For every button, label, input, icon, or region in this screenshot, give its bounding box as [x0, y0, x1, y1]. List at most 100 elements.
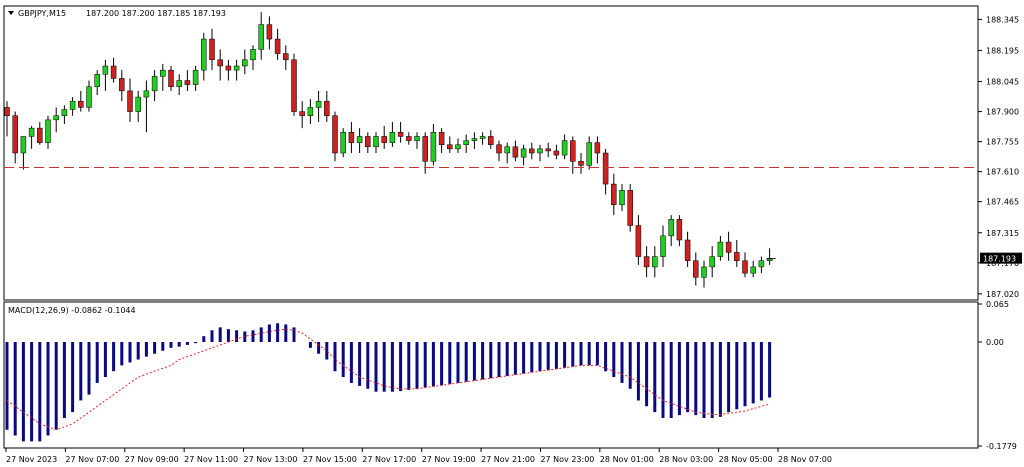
macd-panel[interactable]: MACD(12,26,9) -0.0862 -0.1044 0.065 0.00 -…: [3, 300, 1017, 451]
bear-candle: [734, 252, 740, 261]
price-panel[interactable]: GBPJPY,M15 187.200 187.200 187.185 187.1…: [3, 5, 1022, 301]
candlestick-series: [4, 12, 776, 288]
price-tick-label: 187.315: [986, 229, 1019, 238]
bear-candle: [110, 65, 117, 79]
bull-candle: [520, 148, 527, 158]
time-tick-label: 27 Nov 21:00: [481, 455, 535, 464]
bear-candle: [643, 256, 650, 268]
macd-signal-line: [6, 328, 770, 431]
bear-candle: [684, 239, 691, 261]
bear-candle: [627, 190, 633, 226]
macd-header: MACD(12,26,9) -0.0862 -0.1044: [8, 306, 136, 315]
bear-candle: [406, 136, 412, 141]
time-tick-label: 28 Nov 01:00: [600, 455, 654, 464]
macd-tick-label: -0.1779: [986, 442, 1017, 451]
current-price-label: [980, 252, 1022, 264]
bull-candle: [53, 115, 59, 121]
bull-candle: [242, 59, 248, 67]
price-tick-label: 187.900: [986, 108, 1019, 117]
bull-candle: [758, 260, 765, 268]
bear-candle: [594, 142, 601, 154]
bear-candle: [168, 69, 174, 87]
bull-candle: [668, 219, 674, 237]
bull-candle: [94, 74, 100, 87]
bull-candle: [414, 136, 420, 141]
time-tick-label: 28 Nov 03:00: [659, 455, 713, 464]
price-tick-label: 187.610: [986, 168, 1019, 177]
bull-candle: [102, 65, 109, 75]
bear-candle: [553, 150, 560, 156]
time-tick-label: 27 Nov 2023: [6, 455, 57, 464]
bull-candle: [652, 256, 658, 268]
bull-candle: [389, 132, 396, 143]
macd-tick-label: 0.00: [986, 338, 1004, 347]
bull-candle: [619, 190, 625, 206]
bull-candle: [45, 119, 51, 143]
bull-candle: [463, 140, 469, 145]
macd-axis: 0.065 0.00 -0.1779: [978, 300, 1017, 451]
bull-candle: [61, 109, 68, 116]
bear-candle: [299, 111, 305, 116]
bull-candle: [504, 146, 510, 154]
bear-candle: [438, 132, 445, 145]
bear-candle: [611, 183, 617, 206]
bear-candle: [348, 132, 355, 143]
bear-candle: [324, 100, 330, 116]
bull-candle: [479, 136, 486, 139]
ohlc-header: 187.200 187.200 187.185 187.193: [86, 9, 226, 18]
bull-candle: [250, 49, 256, 61]
bear-candle: [529, 148, 535, 154]
bear-candle: [283, 53, 289, 61]
time-tick-label: 27 Nov 19:00: [422, 455, 476, 464]
price-tick-label: 187.465: [986, 198, 1019, 207]
time-tick-label: 27 Nov 11:00: [184, 455, 238, 464]
bear-candle: [274, 38, 281, 54]
bear-candle: [488, 136, 494, 145]
time-axis: 27 Nov 2023 27 Nov 07:00 27 Nov 09:00 27 No…: [5, 448, 832, 464]
bull-candle: [28, 127, 35, 137]
price-tick-label: 188.345: [986, 15, 1019, 24]
price-tick-label: 188.195: [986, 46, 1019, 55]
bull-candle: [20, 136, 27, 154]
bear-candle: [512, 146, 519, 158]
bear-candle: [78, 100, 84, 108]
bull-candle: [201, 38, 207, 71]
current-price-text: 187.193: [983, 255, 1016, 264]
bull-candle: [586, 142, 592, 166]
bull-candle: [717, 241, 724, 257]
time-tick-label: 27 Nov 15:00: [303, 455, 357, 464]
bull-candle: [750, 266, 756, 274]
bull-candle: [430, 132, 437, 162]
bear-candle: [291, 59, 297, 112]
bear-candle: [496, 144, 502, 154]
bear-candle: [332, 115, 338, 154]
time-tick-label: 27 Nov 07:00: [65, 455, 119, 464]
bull-candle: [315, 100, 322, 108]
bull-candle: [471, 138, 478, 141]
symbol-header: GBPJPY,M15: [18, 9, 66, 18]
bull-candle: [340, 132, 346, 154]
bear-candle: [570, 140, 576, 162]
bull-candle: [258, 24, 264, 50]
bear-candle: [693, 260, 699, 278]
bear-candle: [266, 24, 273, 40]
bear-candle: [422, 136, 428, 162]
bear-candle: [184, 80, 191, 85]
time-tick-label: 27 Nov 17:00: [362, 455, 416, 464]
time-tick-label: 27 Nov 13:00: [244, 455, 298, 464]
bear-candle: [127, 90, 133, 112]
bull-candle: [709, 256, 715, 268]
time-tick-label: 28 Nov 05:00: [719, 455, 773, 464]
bull-candle: [135, 96, 141, 112]
bear-candle: [397, 132, 404, 137]
bear-candle: [725, 241, 732, 253]
time-tick-label: 27 Nov 23:00: [540, 455, 594, 464]
bear-candle: [578, 161, 584, 166]
bear-candle: [217, 59, 223, 67]
price-tick-label: 187.755: [986, 138, 1019, 147]
bull-candle: [151, 76, 158, 92]
bull-candle: [561, 140, 568, 156]
symbol-dropdown-icon[interactable]: [8, 11, 14, 15]
